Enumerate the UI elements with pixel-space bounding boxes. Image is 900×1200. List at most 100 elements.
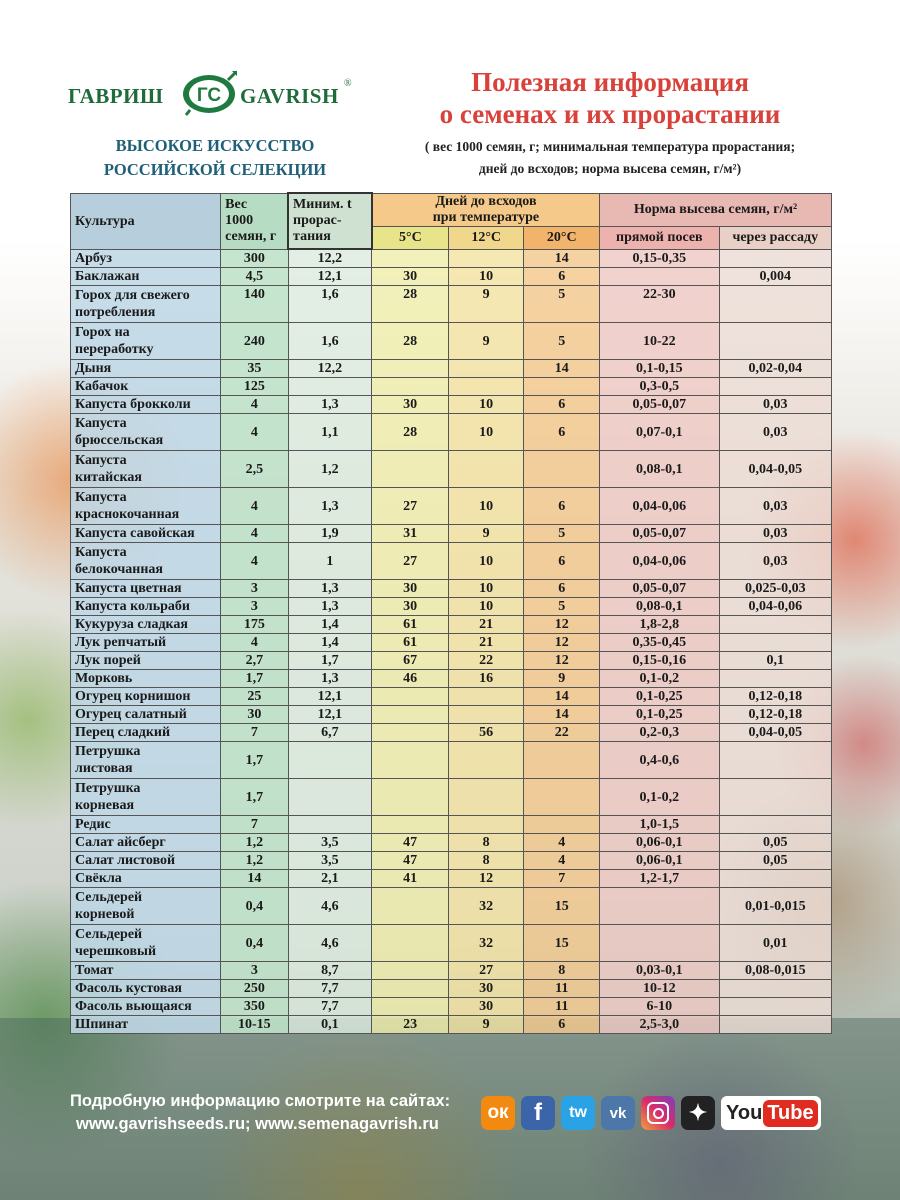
cell-d5 [371, 359, 449, 378]
table-row: Баклажан 4,5 12,1 30 10 6 0,004 [69, 267, 833, 286]
cell-d5 [371, 979, 449, 998]
cell-d5 [371, 815, 449, 834]
cell-direct: 0,15-0,35 [599, 248, 720, 268]
cell-seed: 0,01 [718, 924, 833, 962]
table-row: Горох на переработку 240 1,6 28 9 5 10-22 [69, 322, 833, 360]
culture-name-line: Перец сладкий [75, 725, 171, 740]
cell-seed [718, 1015, 833, 1034]
instagram-icon[interactable] [641, 1096, 675, 1130]
cell-w: 4 [220, 413, 289, 451]
cell-name: Капуста брокколи [69, 395, 222, 414]
culture-name-line: Капуста [75, 453, 127, 468]
facebook-icon[interactable]: f [521, 1096, 555, 1130]
table-row: Капуста белокочанная 4 1 27 10 6 0,04-0,06 0,03 [69, 542, 833, 580]
cell-d12 [447, 741, 525, 779]
cell-w: 1,7 [220, 741, 289, 779]
cell-d5: 47 [371, 851, 449, 870]
cell-d12: 30 [447, 997, 525, 1016]
cell-d20: 11 [523, 979, 601, 998]
cell-d20: 5 [523, 285, 601, 323]
cell-t: 12,1 [287, 687, 373, 706]
cell-seed [718, 997, 833, 1016]
culture-name-line: корневая [75, 798, 135, 813]
cell-seed [718, 979, 833, 998]
cell-t: 2,1 [287, 869, 373, 888]
cell-d20 [523, 450, 601, 488]
header-5c: 5°C [371, 225, 449, 250]
table-row: Петрушка корневая 1,7 0,1-0,2 [69, 778, 833, 816]
odnoklassniki-icon[interactable]: ок [481, 1096, 515, 1130]
cell-d20 [523, 741, 601, 779]
culture-name-line: Капуста [75, 490, 127, 505]
cell-name: Фасоль вьющаяся [69, 997, 222, 1016]
cell-w: 300 [220, 248, 289, 268]
cell-seed: 0,03 [718, 395, 833, 414]
cell-t: 3,5 [287, 833, 373, 852]
cell-name: Кукуруза сладкая [69, 615, 222, 634]
instagram-glyph [647, 1102, 669, 1124]
cell-t [287, 815, 373, 834]
culture-name-line: Петрушка [75, 744, 141, 759]
cell-name: Кабачок [69, 377, 222, 396]
table-row: Шпинат 10-15 0,1 23 9 6 2,5-3,0 [69, 1015, 833, 1034]
cell-name: Огурец корнишон [69, 687, 222, 706]
cell-w: 7 [220, 815, 289, 834]
cell-d12: 9 [447, 322, 525, 360]
header-days: Дней до всходов при температуре [371, 192, 601, 227]
culture-name-line: Салат айсберг [75, 835, 166, 850]
cell-name: Перец сладкий [69, 723, 222, 742]
zen-icon[interactable]: ✦ [681, 1096, 715, 1130]
header-days-line: при температуре [432, 209, 540, 225]
cell-d20: 4 [523, 833, 601, 852]
youtube-icon[interactable]: You Tube [721, 1096, 821, 1130]
cell-w: 3 [220, 961, 289, 980]
cell-d12: 10 [447, 597, 525, 616]
cell-name: Сельдерей корневой [69, 887, 222, 925]
cell-d5: 41 [371, 869, 449, 888]
culture-name-line: Фасоль кустовая [75, 981, 182, 996]
cell-d20: 22 [523, 723, 601, 742]
cell-d5: 27 [371, 487, 449, 525]
cell-d20: 5 [523, 322, 601, 360]
header-seedling: через рассаду [718, 225, 833, 250]
cell-w: 350 [220, 997, 289, 1016]
cell-direct: 0,1-0,25 [599, 705, 720, 724]
cell-t: 1,3 [287, 395, 373, 414]
cell-w: 2,7 [220, 651, 289, 670]
cell-t: 12,2 [287, 248, 373, 268]
footer-websites[interactable]: www.gavrishseeds.ru; www.semenagavrish.r… [76, 1115, 439, 1133]
cell-name: Капуста белокочанная [69, 542, 222, 580]
cell-d20: 12 [523, 633, 601, 652]
cell-t: 1,7 [287, 651, 373, 670]
cell-direct: 0,03-0,1 [599, 961, 720, 980]
cell-t: 8,7 [287, 961, 373, 980]
cell-d12: 32 [447, 887, 525, 925]
cell-w: 175 [220, 615, 289, 634]
cell-w: 0,4 [220, 887, 289, 925]
cell-direct [599, 267, 720, 286]
header-min-temp-line: Миним. t [293, 197, 352, 212]
cell-d12: 22 [447, 651, 525, 670]
header-direct-sowing: прямой посев [599, 225, 720, 250]
cell-direct: 0,05-0,07 [599, 579, 720, 598]
header-min-temp-line: прорас- [293, 213, 342, 228]
culture-name-line: Капуста [75, 416, 127, 431]
cell-direct: 0,05-0,07 [599, 524, 720, 543]
cell-name: Морковь [69, 669, 222, 688]
cell-direct: 1,0-1,5 [599, 815, 720, 834]
table-row: Кабачок 125 0,3-0,5 [69, 377, 833, 396]
table-row: Морковь 1,7 1,3 46 16 9 0,1-0,2 [69, 669, 833, 688]
cell-seed: 0,05 [718, 851, 833, 870]
twitter-icon[interactable]: tw [561, 1096, 595, 1130]
vk-icon[interactable]: vk [601, 1096, 635, 1130]
table-row: Салат айсберг 1,2 3,5 47 8 4 0,06-0,1 0,05 [69, 833, 833, 852]
cell-w: 4 [220, 395, 289, 414]
logo-text-ru: ГАВРИШ [68, 84, 164, 108]
cell-d5 [371, 377, 449, 396]
cell-d20: 14 [523, 359, 601, 378]
cell-w: 125 [220, 377, 289, 396]
table-row: Капуста цветная 3 1,3 30 10 6 0,05-0,07 0,025-0… [69, 579, 833, 598]
cell-d5: 31 [371, 524, 449, 543]
cell-w: 4 [220, 633, 289, 652]
table-row: Кукуруза сладкая 175 1,4 61 21 12 1,8-2,8 [69, 615, 833, 634]
